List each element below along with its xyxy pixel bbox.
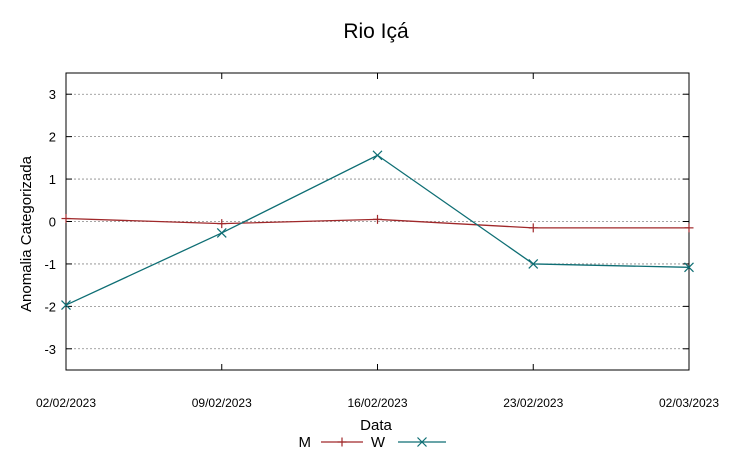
y-tick-label: 0 bbox=[49, 215, 56, 230]
data-point-w bbox=[528, 259, 539, 269]
x-tick-label: 02/02/2023 bbox=[36, 396, 96, 410]
x-tick-label: 09/02/2023 bbox=[192, 396, 252, 410]
y-axis-label: Anomalia Categorizada bbox=[18, 155, 35, 312]
legend-label-w: W bbox=[371, 434, 386, 451]
y-tick-label: -3 bbox=[44, 342, 56, 357]
data-point-m bbox=[217, 219, 227, 229]
y-tick-label: 3 bbox=[49, 87, 56, 102]
legend-marker-m bbox=[337, 437, 347, 447]
x-tick-label: 02/03/2023 bbox=[659, 396, 719, 410]
data-point-m bbox=[373, 214, 382, 224]
data-point-w bbox=[684, 262, 694, 273]
y-axis-ticks: 3 2 1 0 -1 -2 -3 bbox=[44, 87, 689, 357]
x-tick-label: 23/02/2023 bbox=[503, 396, 563, 410]
data-point-m bbox=[684, 223, 694, 233]
data-point-w bbox=[61, 300, 71, 311]
y-tick-label: 2 bbox=[49, 130, 56, 145]
y-tick-label: 1 bbox=[49, 172, 56, 187]
data-point-m bbox=[528, 223, 538, 233]
legend-label-m: M bbox=[299, 434, 312, 451]
series-line-w bbox=[65, 154, 690, 306]
y-tick-label: -2 bbox=[44, 299, 56, 314]
data-point-m bbox=[61, 214, 71, 224]
data-point-w bbox=[216, 228, 227, 238]
legend-marker-w bbox=[417, 437, 427, 447]
y-tick-label: -1 bbox=[44, 257, 56, 272]
chart-title: Rio Içá bbox=[343, 20, 409, 43]
series-group bbox=[61, 150, 694, 311]
x-axis-ticks: 02/02/2023 09/02/2023 16/02/2023 23/02/2023… bbox=[36, 73, 719, 410]
data-point-w bbox=[372, 150, 383, 161]
x-tick-label: 16/02/2023 bbox=[347, 396, 407, 410]
x-axis-label: Data bbox=[360, 417, 392, 434]
